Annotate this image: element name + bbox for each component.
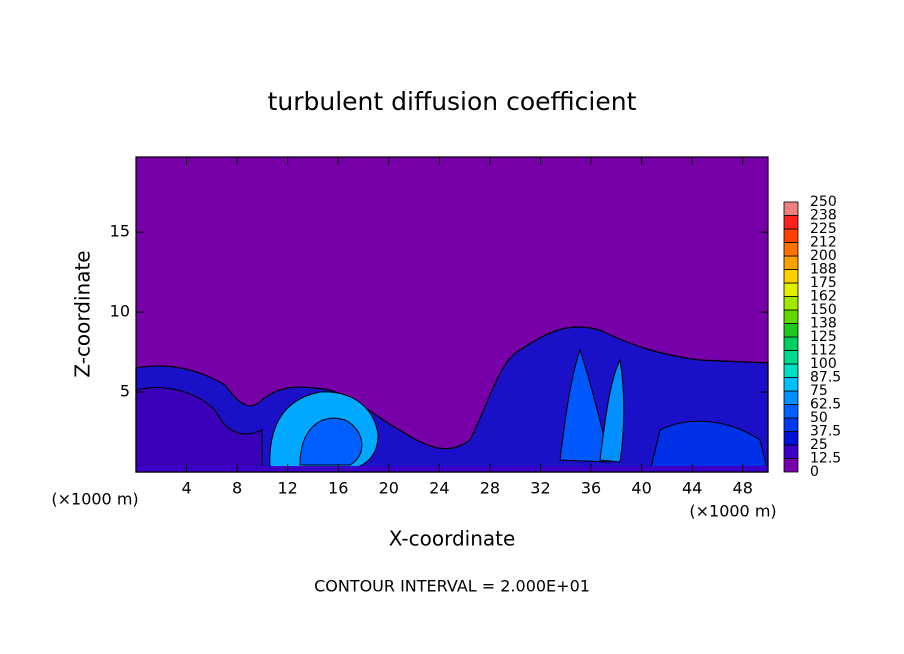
colorbar-swatch (783, 377, 799, 392)
x-tick-label: 44 (682, 479, 702, 498)
colorbar-label: 150 (810, 302, 837, 318)
x-unit-label: (×1000 m) (689, 502, 776, 521)
x-tick-label: 8 (232, 479, 242, 498)
colorbar-swatch (783, 404, 799, 419)
x-axis-label: X-coordinate (389, 527, 516, 551)
colorbar-label: 238 (810, 208, 837, 224)
colorbar-label: 25 (810, 437, 828, 453)
colorbar-label: 250 (810, 194, 837, 210)
colorbar-label: 50 (810, 410, 828, 426)
colorbar-label: 162 (810, 289, 837, 305)
x-tick-label: 48 (733, 479, 753, 498)
x-tick-label: 36 (581, 479, 601, 498)
footnote: CONTOUR INTERVAL = 2.000E+01 (314, 577, 590, 596)
colorbar-label: 200 (810, 248, 837, 264)
colorbar-swatch (783, 309, 799, 324)
colorbar-label: 37.5 (810, 424, 841, 440)
x-tick-label: 20 (379, 479, 399, 498)
colorbar-label: 0 (810, 464, 819, 480)
colorbar-swatch (783, 336, 799, 351)
colorbar-label: 100 (810, 356, 837, 372)
colorbar-label: 188 (810, 262, 837, 278)
field-region (135, 387, 263, 473)
colorbar-label: 62.5 (810, 397, 841, 413)
colorbar-swatch (783, 215, 799, 230)
colorbar-swatch (783, 282, 799, 297)
colorbar-swatch (783, 417, 799, 432)
colorbar-label: 12.5 (810, 451, 841, 467)
colorbar-label: 125 (810, 329, 837, 345)
colorbar-swatch (783, 242, 799, 257)
x-tick-label: 32 (530, 479, 550, 498)
chart-title: turbulent diffusion coefficient (268, 87, 637, 116)
x-tick-label: 4 (181, 479, 191, 498)
x-tick-label: 24 (429, 479, 449, 498)
colorbar-swatch (783, 458, 799, 473)
colorbar-swatch (783, 363, 799, 378)
field-region (599, 358, 625, 463)
x-tick-label: 28 (480, 479, 500, 498)
colorbar-swatch (783, 444, 799, 459)
colorbar-label: 75 (810, 383, 828, 399)
colorbar-label: 225 (810, 221, 837, 237)
colorbar-swatch (783, 323, 799, 338)
colorbar-label: 138 (810, 316, 837, 332)
colorbar-swatch (783, 228, 799, 243)
colorbar-swatch (783, 255, 799, 270)
colorbar-label: 212 (810, 235, 837, 251)
field (135, 157, 769, 473)
field-region (299, 417, 363, 466)
x-unit-label: (×1000 m) (51, 490, 138, 509)
x-tick-label: 40 (631, 479, 651, 498)
y-tick-label: 15 (110, 222, 130, 241)
plot-frame (135, 156, 769, 473)
colorbar-label: 175 (810, 275, 837, 291)
x-tick-label: 12 (278, 479, 298, 498)
colorbar-swatch (783, 431, 799, 446)
colorbar-swatch (783, 390, 799, 405)
x-tick-label: 16 (328, 479, 348, 498)
y-axis-label: Z-coordinate (71, 250, 95, 377)
colorbar-swatch (783, 296, 799, 311)
colorbar-label: 112 (810, 343, 837, 359)
colorbar-swatch (783, 269, 799, 284)
colorbar-label: 87.5 (810, 370, 841, 386)
colorbar-swatch (783, 350, 799, 365)
y-tick-label: 10 (110, 302, 130, 321)
field-region (649, 420, 769, 473)
field-region (136, 466, 768, 472)
colorbar-swatch (783, 201, 799, 216)
y-tick-label: 5 (120, 382, 130, 401)
